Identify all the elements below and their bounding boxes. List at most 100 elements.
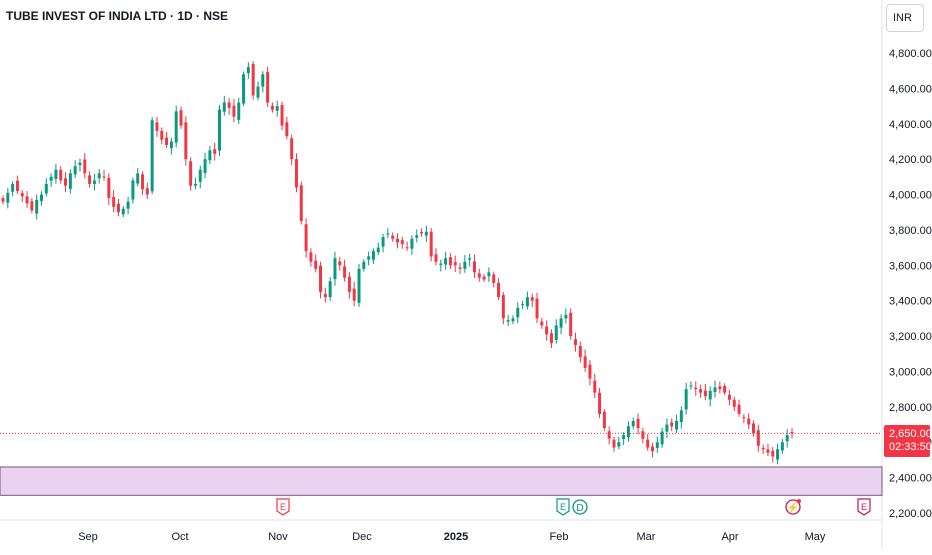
candle-body <box>323 293 327 298</box>
candle <box>198 165 202 189</box>
candle-body <box>275 106 279 111</box>
candle-body <box>747 418 751 425</box>
candle-body <box>59 169 63 181</box>
candle <box>424 225 428 242</box>
candle-body <box>506 320 510 322</box>
candle <box>294 153 298 193</box>
candle-body <box>501 295 505 319</box>
candle <box>742 414 746 424</box>
candle-body <box>261 74 265 87</box>
candle <box>756 424 760 452</box>
y-tick-label: 4,400.00 <box>889 119 932 131</box>
candle <box>723 383 727 396</box>
earnings-marker-label: E <box>280 502 286 512</box>
candles <box>1 61 794 465</box>
candle <box>405 241 409 251</box>
candle <box>275 100 279 117</box>
candle <box>747 413 751 429</box>
candle-body <box>602 411 606 429</box>
candle <box>574 332 577 352</box>
candle <box>338 256 342 271</box>
candle <box>516 302 520 324</box>
candle <box>771 447 775 463</box>
candle <box>636 413 640 435</box>
currency-button[interactable]: INR <box>886 4 924 32</box>
candle-body <box>381 237 385 247</box>
x-tick-label: Mar <box>637 531 656 543</box>
x-tick-label: Dec <box>352 531 372 543</box>
last-price-label: 2,650.00 02:33:50 <box>884 425 932 458</box>
candle <box>131 177 135 204</box>
candle <box>222 95 226 116</box>
candle <box>694 381 698 396</box>
candle <box>136 168 140 187</box>
candle-body <box>30 201 34 211</box>
candle-body <box>477 273 481 278</box>
candle-body <box>718 386 722 390</box>
candle-body <box>444 258 448 265</box>
candle <box>15 175 19 194</box>
candle <box>270 102 274 113</box>
candle-body <box>626 426 630 438</box>
candle-body <box>367 256 371 260</box>
candle-body <box>357 268 361 303</box>
candle <box>708 386 712 407</box>
candle-body <box>174 111 178 143</box>
candle <box>11 181 15 196</box>
y-tick-label: 3,800.00 <box>889 225 932 237</box>
candle <box>20 190 24 203</box>
candle <box>525 291 529 310</box>
candle <box>458 263 462 275</box>
candle-body <box>660 431 664 445</box>
candle <box>497 277 501 300</box>
candle <box>68 169 72 194</box>
candle <box>472 254 476 278</box>
candle <box>64 172 68 193</box>
candle-body <box>280 105 284 126</box>
candle <box>396 233 399 249</box>
candle-body <box>516 307 520 318</box>
candle-body <box>304 224 308 252</box>
candle-body <box>116 203 120 213</box>
candle-body <box>424 231 428 236</box>
candle-body <box>622 435 626 440</box>
y-tick-label: 4,000.00 <box>889 190 932 202</box>
candle-body <box>458 267 462 269</box>
candle <box>343 259 347 282</box>
candle-body <box>574 339 577 345</box>
candle <box>617 437 621 450</box>
event-markers: E E D ⚡ E <box>276 498 871 516</box>
candle-body <box>742 417 746 419</box>
candle-body <box>266 72 270 103</box>
candle-body <box>578 345 582 358</box>
candle-body <box>482 276 486 280</box>
candle-body <box>487 272 491 277</box>
candle-body <box>294 159 298 188</box>
candle <box>347 272 351 299</box>
candle-body <box>102 176 106 178</box>
candle-body <box>256 86 260 98</box>
candle-body <box>39 194 43 201</box>
candle-body <box>64 178 68 186</box>
candle-body <box>400 240 404 245</box>
candle <box>689 381 693 390</box>
candle <box>766 443 770 457</box>
candle-body <box>44 183 48 194</box>
candle-body <box>218 109 221 151</box>
candle <box>554 319 558 344</box>
candle-body <box>68 173 72 189</box>
candle <box>362 259 366 272</box>
candle-body <box>545 326 549 335</box>
earnings-marker <box>556 498 570 516</box>
y-tick-label: 3,200.00 <box>889 331 932 343</box>
candle-body <box>227 102 231 108</box>
candle-body <box>343 266 347 278</box>
candle <box>492 271 496 288</box>
candle <box>684 382 688 415</box>
candle <box>112 190 116 213</box>
candle-body <box>694 387 698 390</box>
candle-body <box>549 333 553 344</box>
candle-body <box>655 442 659 448</box>
candle <box>559 314 563 335</box>
candle <box>141 171 145 196</box>
